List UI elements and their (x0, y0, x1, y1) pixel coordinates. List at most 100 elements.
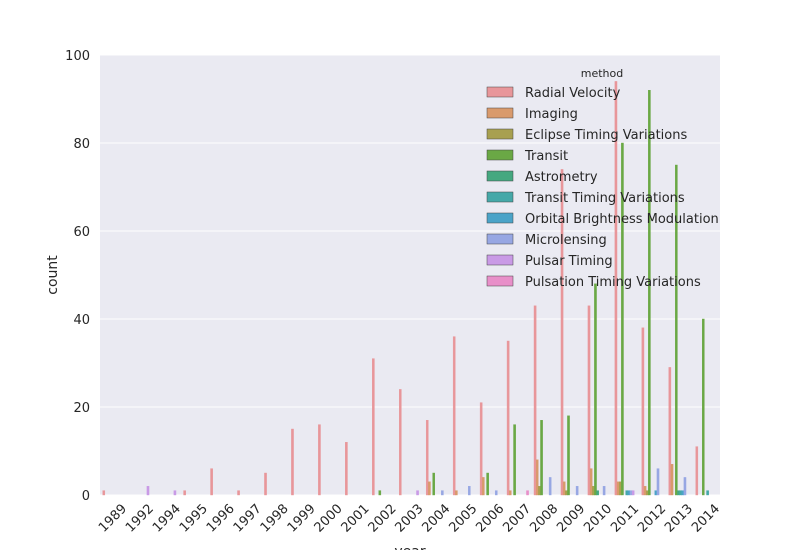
legend-swatch (486, 128, 514, 140)
bar (506, 340, 510, 496)
bar (378, 490, 382, 496)
legend-swatch (486, 233, 514, 245)
bar (452, 336, 456, 496)
x-tick-label: 1999 (285, 502, 319, 536)
bar (183, 490, 186, 496)
x-tick-label: 2009 (554, 502, 588, 536)
legend-swatch (486, 86, 514, 98)
bar (416, 490, 419, 496)
x-tick-label: 1996 (204, 502, 238, 536)
bar (625, 490, 629, 496)
bar (173, 490, 177, 496)
bar (210, 468, 213, 496)
bar (560, 169, 564, 496)
legend-swatch (486, 170, 514, 182)
legend-swatch (486, 275, 514, 287)
bar (264, 472, 267, 496)
x-tick-label: 2007 (500, 502, 534, 536)
bar (399, 389, 402, 496)
x-tick-label: 1994 (150, 502, 184, 536)
x-tick-label: 2011 (608, 502, 642, 536)
x-tick-labels: 1989199219941995199619971998199920002001… (96, 502, 723, 536)
bar (596, 490, 599, 496)
legend-label: Radial Velocity (525, 86, 621, 101)
legend-label: Imaging (525, 107, 578, 122)
bar (146, 486, 150, 496)
legend-swatch (486, 191, 514, 203)
bar (616, 481, 620, 496)
bar (538, 486, 541, 496)
bar (681, 490, 685, 496)
bar (575, 486, 579, 496)
legend-swatch (486, 107, 514, 119)
legend-swatch (486, 254, 514, 266)
bar (654, 490, 658, 496)
bar (648, 89, 651, 496)
bar (706, 490, 709, 496)
y-tick-label: 40 (73, 313, 90, 328)
bar (587, 305, 591, 496)
x-tick-label: 2008 (527, 502, 561, 536)
legend-swatch (486, 212, 514, 224)
y-axis-label: count (45, 255, 61, 295)
bar (656, 468, 660, 496)
x-tick-label: 2002 (366, 502, 400, 536)
legend-title: method (581, 67, 623, 80)
bar (468, 486, 471, 496)
bar (479, 402, 483, 496)
y-tick-label: 20 (73, 401, 90, 416)
bar (668, 367, 672, 496)
legend-label: Microlensing (525, 233, 607, 248)
x-tick-label: 2005 (446, 502, 480, 536)
x-tick-label: 2004 (419, 502, 453, 536)
gridlines (100, 54, 720, 496)
bar (679, 490, 682, 496)
x-tick-label: 2006 (473, 502, 507, 536)
y-tick-label: 80 (73, 137, 90, 152)
bar (675, 164, 678, 496)
legend-swatch (486, 149, 514, 161)
bar (562, 481, 566, 496)
bar (621, 142, 624, 496)
bar (618, 481, 622, 496)
x-tick-label: 1995 (177, 502, 211, 536)
x-tick-label: 2014 (689, 502, 723, 536)
x-tick-label: 2012 (635, 502, 669, 536)
bar (102, 490, 106, 496)
bar (702, 318, 705, 496)
legend-label: Eclipse Timing Variations (525, 128, 687, 143)
bar (677, 490, 680, 496)
x-tick-label: 1998 (258, 502, 292, 536)
bar (589, 468, 593, 496)
bar (602, 486, 606, 496)
bar (345, 442, 348, 496)
legend-label: Pulsar Timing (525, 254, 613, 269)
bar (670, 464, 674, 496)
x-tick-label: 1989 (96, 502, 130, 536)
y-tick-label: 100 (65, 49, 90, 64)
legend-label: Transit (524, 149, 568, 164)
bar (482, 477, 485, 496)
bar (526, 490, 529, 496)
bar (441, 490, 444, 496)
legend-label: Pulsation Timing Variations (525, 275, 701, 290)
bar (592, 486, 595, 496)
bar (614, 81, 618, 496)
x-tick-label: 2010 (581, 502, 615, 536)
bar (455, 490, 458, 496)
bar (425, 420, 429, 496)
bar (643, 486, 647, 496)
bar (428, 481, 431, 496)
bar (645, 490, 649, 496)
y-tick-labels: 0 20 40 60 80 100 (65, 49, 90, 504)
bar (237, 490, 240, 496)
x-axis-label: year (394, 544, 425, 550)
bar (567, 415, 570, 496)
bars (102, 81, 709, 496)
y-tick-label: 60 (73, 225, 90, 240)
legend-label: Transit Timing Variations (524, 191, 685, 206)
x-tick-label: 2001 (339, 502, 373, 536)
legend-label: Astrometry (525, 170, 598, 185)
